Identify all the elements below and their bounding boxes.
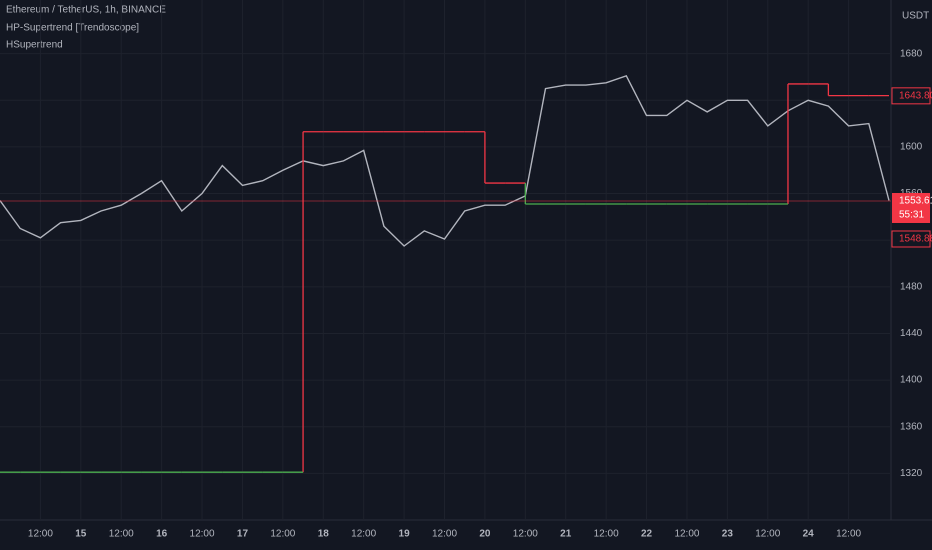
- x-tick-label: 12:00: [190, 529, 215, 540]
- x-tick-label: 16: [156, 529, 168, 540]
- y-tick-label: 1480: [900, 281, 923, 292]
- currency-label: USDT: [902, 11, 929, 22]
- countdown: 55:31: [899, 210, 924, 221]
- x-tick-label: 12:00: [28, 529, 53, 540]
- x-tick-label: 12:00: [836, 529, 861, 540]
- y-tick-label: 1600: [900, 142, 923, 153]
- indicator-name[interactable]: HP-Supertrend [Trendoscope]: [6, 23, 139, 34]
- y-tick-label: 1680: [900, 48, 923, 59]
- x-tick-label: 12:00: [432, 529, 457, 540]
- x-tick-label: 17: [237, 529, 249, 540]
- x-tick-label: 19: [399, 529, 411, 540]
- y-tick-label: 1440: [900, 328, 923, 339]
- x-tick-label: 12:00: [674, 529, 699, 540]
- x-tick-label: 15: [75, 529, 87, 540]
- price-label: 1548.88: [899, 234, 932, 245]
- indicator-name[interactable]: HSupertrend: [6, 40, 63, 51]
- price-label: 1553.61: [899, 196, 932, 207]
- y-tick-label: 1400: [900, 375, 923, 386]
- price-label: 1643.80: [899, 90, 932, 101]
- x-tick-label: 12:00: [351, 529, 376, 540]
- x-tick-label: 12:00: [270, 529, 295, 540]
- x-tick-label: 12:00: [513, 529, 538, 540]
- x-tick-label: 20: [479, 529, 491, 540]
- x-tick-label: 12:00: [109, 529, 134, 540]
- y-tick-label: 1360: [900, 421, 923, 432]
- x-tick-label: 18: [318, 529, 330, 540]
- x-tick-label: 12:00: [594, 529, 619, 540]
- price-label-box: [892, 192, 930, 223]
- x-tick-label: 12:00: [755, 529, 780, 540]
- x-tick-label: 21: [560, 529, 572, 540]
- price-label-box: [891, 87, 931, 105]
- price-line: [0, 74, 890, 247]
- chart-title: Ethereum / TetherUS, 1h, BINANCE: [6, 5, 166, 16]
- x-tick-label: 22: [641, 529, 653, 540]
- y-tick-label: 1320: [900, 468, 923, 479]
- x-tick-label: 23: [722, 529, 734, 540]
- price-label-box: [891, 230, 931, 248]
- x-tick-label: 24: [803, 529, 815, 540]
